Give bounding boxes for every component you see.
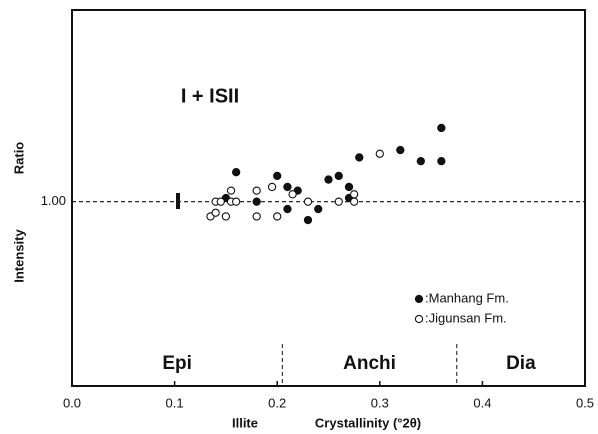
legend-label: :Manhang Fm. (425, 290, 509, 305)
data-point (396, 145, 405, 155)
data-point (437, 123, 446, 133)
zone-label: Dia (506, 353, 536, 374)
legend-marker (414, 314, 424, 324)
zone-label: Epi (162, 353, 192, 374)
plot-frame (71, 9, 586, 387)
data-point (314, 204, 323, 214)
data-point (324, 175, 333, 184)
x-axis-label: Illite (232, 415, 258, 430)
x-axis-label: Crystallinity (°2θ) (315, 415, 421, 430)
data-point (334, 171, 343, 181)
data-point (211, 208, 220, 217)
annotation: I + ISII (181, 85, 239, 107)
y-tick-label: 1.00 (41, 193, 66, 208)
data-point (252, 186, 261, 195)
data-point (267, 182, 277, 192)
data-point (349, 197, 359, 206)
data-point (273, 212, 282, 221)
data-point (303, 197, 313, 206)
x-tick-label: 0.4 (473, 395, 491, 410)
data-point (334, 197, 343, 206)
data-point (252, 197, 261, 206)
data-point (437, 156, 446, 166)
marker-bar (176, 193, 180, 209)
data-point (252, 212, 261, 221)
data-point (216, 197, 225, 206)
data-point (232, 197, 241, 206)
data-point (349, 190, 359, 199)
data-point (283, 204, 292, 214)
x-tick-label: 0.3 (371, 395, 389, 410)
zone-label: Anchi (343, 353, 396, 374)
data-point (232, 168, 241, 177)
y-axis-label: Intensity (11, 229, 26, 283)
data-point (303, 215, 313, 225)
x-tick-label: 0.0 (63, 395, 81, 410)
x-tick-label: 0.5 (576, 395, 594, 410)
x-tick-label: 0.1 (166, 395, 184, 410)
legend-label: :Jigunsan Fm. (425, 310, 507, 325)
data-point (416, 156, 425, 166)
y-axis-label: Ratio (11, 142, 26, 175)
data-point (375, 149, 384, 158)
legend-marker (414, 294, 424, 304)
data-point (355, 153, 364, 162)
data-point (273, 171, 282, 181)
data-point (221, 212, 231, 221)
data-point (283, 182, 292, 192)
x-tick-label: 0.2 (268, 395, 286, 410)
data-point (288, 190, 297, 199)
data-point (226, 186, 236, 195)
data-point (344, 182, 354, 192)
